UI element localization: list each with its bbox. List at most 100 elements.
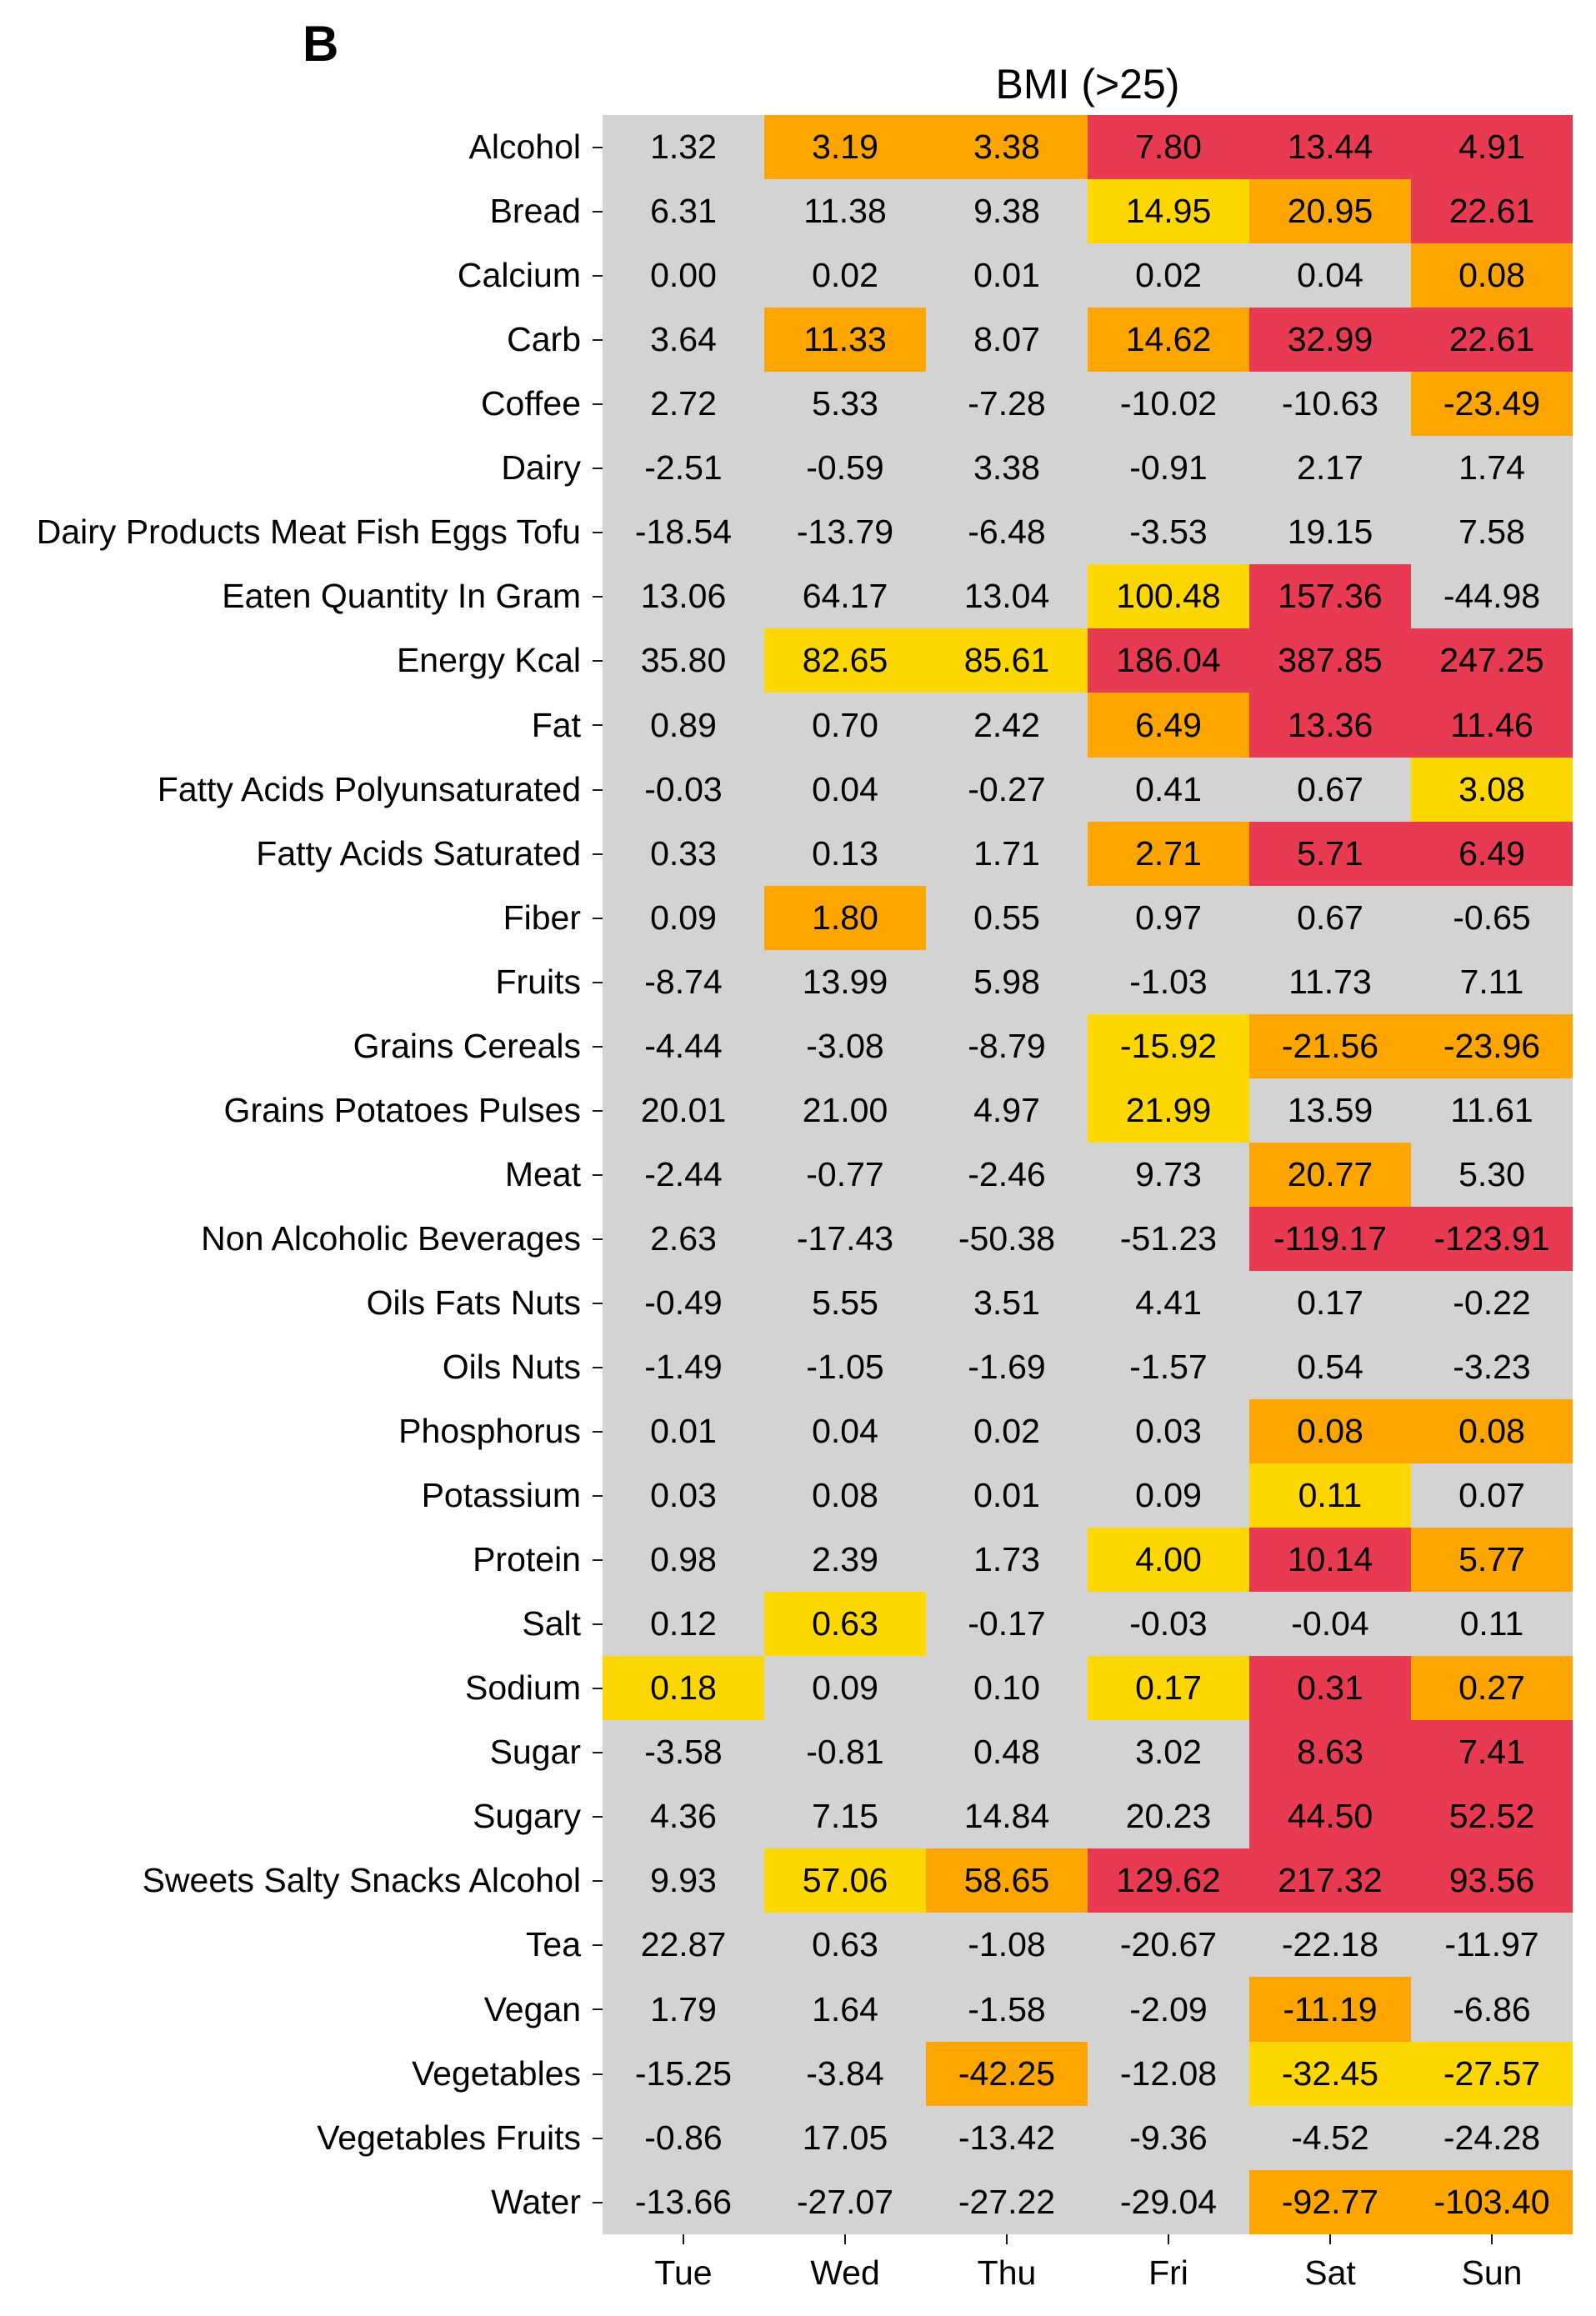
heatmap-cell: 0.07: [1411, 1463, 1573, 1528]
heatmap-cell: 3.38: [926, 115, 1088, 179]
row-label: Alcohol: [468, 128, 581, 166]
heatmap-cell: 3.02: [1088, 1720, 1249, 1784]
heatmap-cell: -0.03: [603, 758, 764, 822]
heatmap-cell: 0.04: [764, 758, 926, 822]
heatmap-cell: -22.18: [1249, 1913, 1411, 1977]
heatmap-cell: 22.61: [1411, 179, 1573, 243]
y-tick-mark: [593, 1944, 603, 1946]
heatmap-cell: 3.38: [926, 436, 1088, 500]
y-tick-mark: [593, 1880, 603, 1882]
y-tick-mark: [593, 724, 603, 726]
heatmap-cell: 0.70: [764, 693, 926, 758]
heatmap-cell: -1.69: [926, 1335, 1088, 1399]
heatmap-cell: 247.25: [1411, 628, 1573, 693]
row-label: Oils Nuts: [442, 1348, 581, 1386]
heatmap-cell: 21.00: [764, 1078, 926, 1143]
heatmap-cell: 0.31: [1249, 1656, 1411, 1720]
heatmap-cell: -2.44: [603, 1143, 764, 1207]
heatmap-cell: -11.97: [1411, 1913, 1573, 1977]
heatmap-cell: 32.99: [1249, 308, 1411, 372]
heatmap-cell: -1.57: [1088, 1335, 1249, 1399]
heatmap-cell: -23.49: [1411, 372, 1573, 436]
heatmap-cell: -4.44: [603, 1014, 764, 1078]
heatmap-cell: -0.91: [1088, 436, 1249, 500]
heatmap-cell: -0.86: [603, 2106, 764, 2170]
heatmap-cell: 0.97: [1088, 886, 1249, 950]
heatmap-cell: 0.63: [764, 1592, 926, 1656]
heatmap-cell: 13.06: [603, 564, 764, 628]
row-label: Potassium: [421, 1476, 581, 1514]
heatmap-cell: 57.06: [764, 1848, 926, 1913]
heatmap-cell: 129.62: [1088, 1848, 1249, 1913]
row-label: Vegan: [483, 1990, 581, 2028]
row-label: Protein: [473, 1540, 581, 1578]
heatmap-cell: -2.46: [926, 1143, 1088, 1207]
heatmap-cell: 13.59: [1249, 1078, 1411, 1143]
row-label: Bread: [489, 192, 581, 230]
heatmap-cell: 217.32: [1249, 1848, 1411, 1913]
y-tick-mark: [593, 1623, 603, 1625]
heatmap-cell: -1.49: [603, 1335, 764, 1399]
heatmap-cell: 8.07: [926, 308, 1088, 372]
heatmap-cell: 1.73: [926, 1528, 1088, 1592]
heatmap-cell: 0.27: [1411, 1656, 1573, 1720]
heatmap-cell: 20.23: [1088, 1784, 1249, 1848]
heatmap-cell: 4.97: [926, 1078, 1088, 1143]
heatmap-cell: 0.02: [764, 243, 926, 308]
heatmap-cell: 20.77: [1249, 1143, 1411, 1207]
y-tick-mark: [593, 1752, 603, 1753]
heatmap-cell: -119.17: [1249, 1207, 1411, 1271]
heatmap-cell: 13.99: [764, 950, 926, 1014]
heatmap-cell: -15.25: [603, 2042, 764, 2106]
row-label: Dairy Products Meat Fish Eggs Tofu: [36, 513, 581, 551]
heatmap-cell: 0.01: [603, 1399, 764, 1463]
heatmap-cell: -13.66: [603, 2170, 764, 2234]
heatmap-cell: 0.18: [603, 1656, 764, 1720]
y-tick-mark: [593, 1174, 603, 1176]
heatmap-cell: 14.95: [1088, 179, 1249, 243]
row-label: Meat: [504, 1155, 581, 1193]
column-label: Sun: [1461, 2253, 1523, 2292]
heatmap-cell: 64.17: [764, 564, 926, 628]
heatmap-cell: 6.49: [1088, 693, 1249, 758]
heatmap-cell: -3.23: [1411, 1335, 1573, 1399]
heatmap-cell: 0.33: [603, 822, 764, 886]
heatmap-cell: -8.74: [603, 950, 764, 1014]
heatmap-cell: 0.02: [926, 1399, 1088, 1463]
y-tick-mark: [593, 147, 603, 148]
heatmap-cell: 10.14: [1249, 1528, 1411, 1592]
heatmap-cell: 1.80: [764, 886, 926, 950]
heatmap-cell: 6.49: [1411, 822, 1573, 886]
heatmap-cell: -3.84: [764, 2042, 926, 2106]
y-tick-mark: [593, 1238, 603, 1240]
heatmap-cell: 44.50: [1249, 1784, 1411, 1848]
heatmap-cell: -7.28: [926, 372, 1088, 436]
row-label: Sodium: [464, 1668, 581, 1707]
heatmap-cell: 58.65: [926, 1848, 1088, 1913]
heatmap-cell: -21.56: [1249, 1014, 1411, 1078]
y-tick-mark: [593, 660, 603, 662]
heatmap-cell: 9.38: [926, 179, 1088, 243]
row-label: Energy Kcal: [396, 641, 581, 679]
heatmap-cell: 7.58: [1411, 500, 1573, 564]
y-tick-mark: [593, 1559, 603, 1561]
heatmap-cell: 7.80: [1088, 115, 1249, 179]
heatmap-cell: -1.05: [764, 1335, 926, 1399]
row-label: Sweets Salty Snacks Alcohol: [142, 1861, 581, 1899]
heatmap-cell: 3.08: [1411, 758, 1573, 822]
heatmap-cell: -24.28: [1411, 2106, 1573, 2170]
heatmap-cell: -42.25: [926, 2042, 1088, 2106]
heatmap-cell: 5.33: [764, 372, 926, 436]
row-label: Sugar: [489, 1733, 581, 1771]
heatmap-cell: -2.09: [1088, 1977, 1249, 2042]
heatmap-cell: 2.71: [1088, 822, 1249, 886]
heatmap-cell: -0.77: [764, 1143, 926, 1207]
heatmap-cell: 0.55: [926, 886, 1088, 950]
y-tick-mark: [593, 339, 603, 341]
heatmap-cell: -3.58: [603, 1720, 764, 1784]
heatmap-cell: 82.65: [764, 628, 926, 693]
row-label: Eaten Quantity In Gram: [222, 577, 581, 615]
heatmap-cell: -13.42: [926, 2106, 1088, 2170]
row-label: Carb: [507, 320, 581, 358]
heatmap-cell: 85.61: [926, 628, 1088, 693]
